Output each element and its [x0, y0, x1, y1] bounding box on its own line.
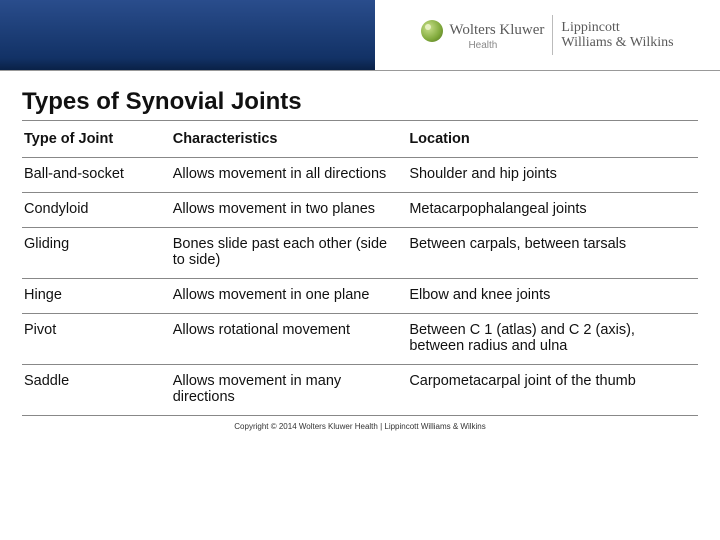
brand-wk-name: Wolters Kluwer: [449, 22, 544, 39]
brand-lww-line1: Lippincott: [561, 20, 673, 35]
brand-wk-row: Wolters Kluwer: [421, 20, 544, 42]
cell-location: Shoulder and hip joints: [407, 158, 698, 193]
column-header-characteristics: Characteristics: [171, 123, 408, 158]
table-row: Gliding Bones slide past each other (sid…: [22, 228, 698, 279]
cell-type: Gliding: [22, 228, 171, 279]
cell-location: Carpometacarpal joint of the thumb: [407, 365, 698, 416]
table-body: Ball-and-socket Allows movement in all d…: [22, 158, 698, 416]
table-row: Saddle Allows movement in many direction…: [22, 365, 698, 416]
cell-type: Condyloid: [22, 193, 171, 228]
content-area: Types of Synovial Joints Type of Joint C…: [0, 70, 720, 431]
cell-location: Between carpals, between tarsals: [407, 228, 698, 279]
cell-characteristics: Allows movement in two planes: [171, 193, 408, 228]
cell-type: Pivot: [22, 314, 171, 365]
cell-characteristics: Allows rotational movement: [171, 314, 408, 365]
copyright-footer: Copyright © 2014 Wolters Kluwer Health |…: [22, 422, 698, 431]
table-row: Ball-and-socket Allows movement in all d…: [22, 158, 698, 193]
cell-type: Hinge: [22, 279, 171, 314]
wk-logo-icon: [421, 20, 443, 42]
cell-type: Ball-and-socket: [22, 158, 171, 193]
table-row: Hinge Allows movement in one plane Elbow…: [22, 279, 698, 314]
cell-characteristics: Allows movement in all directions: [171, 158, 408, 193]
page-title: Types of Synovial Joints: [22, 88, 698, 121]
table-row: Pivot Allows rotational movement Between…: [22, 314, 698, 365]
cell-location: Metacarpophalangeal joints: [407, 193, 698, 228]
cell-characteristics: Bones slide past each other (side to sid…: [171, 228, 408, 279]
cell-type: Saddle: [22, 365, 171, 416]
header-blue-block: [0, 0, 375, 70]
brand-lippincott: Lippincott Williams & Wilkins: [561, 20, 673, 51]
brand-wk-subtitle: Health: [468, 40, 497, 51]
brand-lww-line2: Williams & Wilkins: [561, 35, 673, 50]
column-header-location: Location: [407, 123, 698, 158]
table-row: Condyloid Allows movement in two planes …: [22, 193, 698, 228]
table-header-row: Type of Joint Characteristics Location: [22, 123, 698, 158]
cell-location: Elbow and knee joints: [407, 279, 698, 314]
header-brand-area: Wolters Kluwer Health Lippincott William…: [375, 0, 720, 70]
column-header-type: Type of Joint: [22, 123, 171, 158]
cell-characteristics: Allows movement in one plane: [171, 279, 408, 314]
cell-location: Between C 1 (atlas) and C 2 (axis), betw…: [407, 314, 698, 365]
brand-wolters-kluwer: Wolters Kluwer Health: [421, 20, 544, 51]
synovial-joints-table: Type of Joint Characteristics Location B…: [22, 123, 698, 416]
header-underline: [0, 70, 720, 71]
cell-characteristics: Allows movement in many directions: [171, 365, 408, 416]
header-bar: Wolters Kluwer Health Lippincott William…: [0, 0, 720, 70]
brand-divider: [552, 15, 553, 55]
